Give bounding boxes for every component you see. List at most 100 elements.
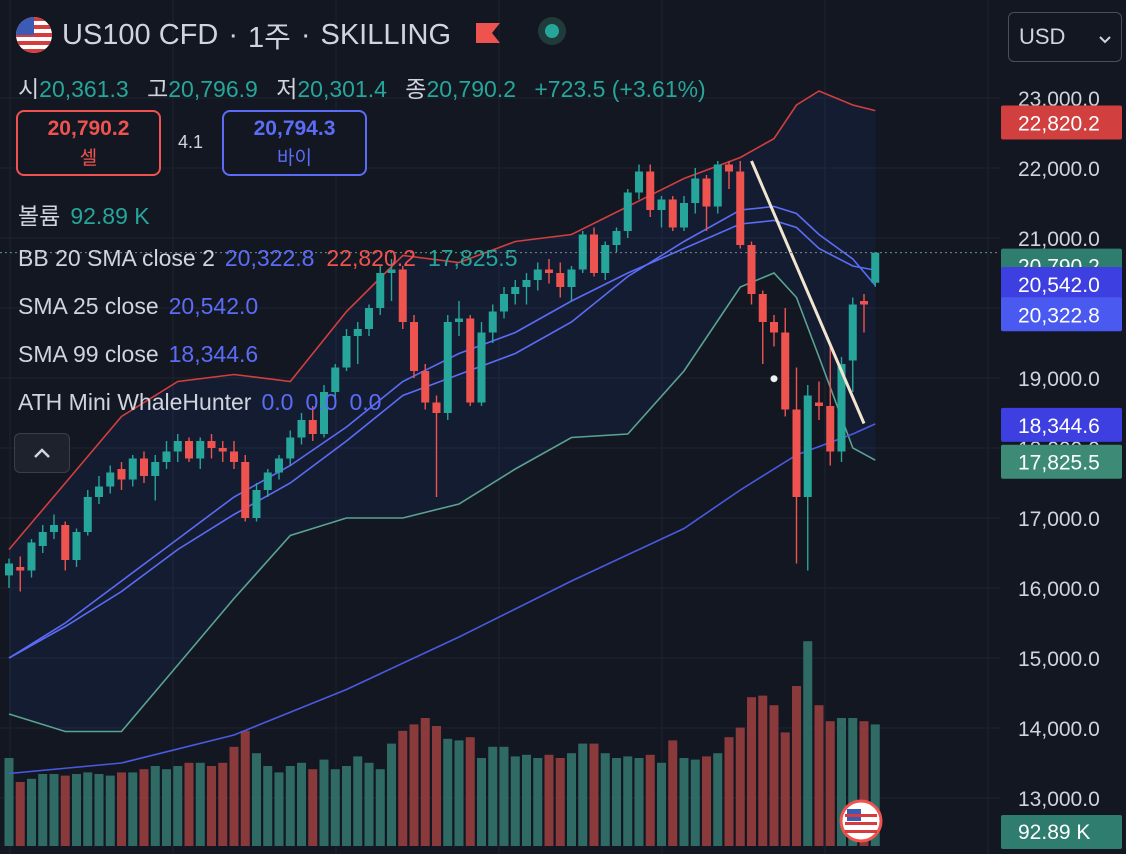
ath-legend[interactable]: ATH Mini WhaleHunter 0.0 0.0 0.0 bbox=[18, 389, 381, 416]
ath-value-3: 0.0 bbox=[349, 389, 382, 415]
currency-select[interactable]: USD bbox=[1008, 12, 1122, 62]
candle-body bbox=[860, 301, 868, 305]
volume-bar bbox=[589, 743, 599, 846]
bb-basis-value: 20,322.8 bbox=[224, 245, 315, 271]
candle-body bbox=[387, 269, 396, 273]
y-tick-label: 17,000.0 bbox=[1018, 508, 1100, 531]
open-label: 시 bbox=[18, 76, 40, 102]
signal-marker bbox=[770, 375, 778, 383]
close-value: 20,790.2 bbox=[426, 76, 516, 102]
collapse-legend-button[interactable] bbox=[14, 433, 70, 473]
volume-bar bbox=[499, 746, 509, 846]
volume-bar bbox=[544, 754, 554, 846]
volume-bar bbox=[420, 718, 430, 846]
volume-bar bbox=[454, 740, 464, 846]
sell-price: 20,790.2 bbox=[47, 116, 130, 140]
volume-bar bbox=[758, 695, 768, 846]
volume-bar bbox=[488, 746, 498, 846]
volume-bar bbox=[409, 724, 419, 846]
volume-bar bbox=[117, 772, 126, 846]
buy-price: 20,794.3 bbox=[253, 116, 336, 140]
candle-body bbox=[713, 164, 722, 207]
candle-body bbox=[680, 203, 688, 228]
volume-bar bbox=[780, 732, 790, 846]
y-tick-label: 21,000.0 bbox=[1018, 228, 1100, 251]
header-separator: · bbox=[228, 18, 238, 51]
volume-bar bbox=[353, 756, 363, 846]
volume-bar bbox=[38, 774, 48, 846]
bb-lower-line bbox=[8, 272, 876, 733]
volume-bar bbox=[27, 778, 36, 846]
volume-bar bbox=[859, 721, 869, 846]
volume-bar bbox=[477, 758, 486, 846]
volume-bar bbox=[713, 753, 723, 846]
candle-body bbox=[252, 490, 261, 518]
spread-value: 4.1 bbox=[178, 132, 204, 152]
volume-bar bbox=[128, 772, 138, 846]
ath-name: ATH Mini WhaleHunter bbox=[18, 389, 252, 415]
candle-body bbox=[826, 406, 835, 452]
candle-body bbox=[27, 542, 36, 571]
volume-bar bbox=[432, 726, 441, 846]
volume-legend[interactable]: 볼륨 92.89 K bbox=[18, 197, 150, 231]
volume-price-label-bg bbox=[1001, 815, 1122, 849]
bb-legend[interactable]: BB 20 SMA close 2 20,322.8 22,820.2 17,825.… bbox=[18, 245, 517, 272]
candle-body bbox=[657, 199, 666, 210]
bb-lower-price-label: 17,825.5 bbox=[1018, 452, 1100, 475]
candle-body bbox=[61, 525, 70, 560]
sell-button[interactable]: 20,790.2 셀 bbox=[16, 110, 161, 176]
bb-upper-price-label-bg bbox=[1001, 105, 1122, 140]
candle-body bbox=[320, 392, 328, 434]
candle-body bbox=[353, 329, 362, 336]
candle-body bbox=[522, 280, 531, 287]
change-value: +723.5 (+3.61%) bbox=[534, 76, 706, 102]
bb-lower-value: 17,825.5 bbox=[427, 245, 518, 271]
candle-body bbox=[590, 234, 598, 273]
candle-body bbox=[567, 269, 576, 287]
candle-body bbox=[770, 322, 778, 333]
bb-upper-line bbox=[8, 90, 876, 551]
volume-bar bbox=[218, 762, 228, 846]
candle-body bbox=[747, 245, 756, 294]
volume-bar bbox=[49, 774, 59, 846]
low-label: 저 bbox=[276, 76, 298, 102]
candle-body bbox=[376, 273, 385, 308]
buy-button[interactable]: 20,794.3 바이 bbox=[222, 110, 367, 176]
bb-basis-line bbox=[8, 205, 876, 659]
volume-bar bbox=[94, 774, 104, 846]
volume-bar bbox=[578, 743, 588, 846]
volume-bar bbox=[567, 753, 576, 846]
candle-body bbox=[5, 563, 13, 576]
volume-bar bbox=[308, 769, 318, 846]
volume-bar bbox=[870, 724, 880, 846]
volume-bar bbox=[443, 738, 453, 846]
y-tick-label: 13,000.0 bbox=[1018, 788, 1100, 811]
candle-body bbox=[185, 441, 193, 459]
interval-label[interactable]: 1주 bbox=[248, 22, 291, 54]
candle-body bbox=[162, 451, 171, 462]
volume-bar bbox=[848, 718, 858, 846]
sma99-name: SMA 99 close bbox=[18, 341, 159, 367]
y-tick-label: 22,000.0 bbox=[1018, 158, 1100, 181]
sma99-line bbox=[8, 423, 876, 775]
candle-body bbox=[398, 269, 407, 322]
volume-bar bbox=[4, 758, 14, 846]
sma25-legend[interactable]: SMA 25 close 20,542.0 bbox=[18, 293, 258, 320]
sma99-legend[interactable]: SMA 99 close 18,344.6 bbox=[18, 341, 258, 368]
volume-bar bbox=[72, 774, 81, 846]
candle-body bbox=[297, 420, 306, 438]
volume-bar bbox=[375, 769, 385, 846]
open-value: 20,361.3 bbox=[39, 76, 129, 102]
volume-value: 92.89 K bbox=[70, 203, 150, 229]
sell-label: 셀 bbox=[79, 147, 98, 169]
economic-event-icon[interactable] bbox=[839, 799, 883, 843]
sma25-price-label-bg bbox=[1001, 267, 1122, 302]
candle-body bbox=[455, 318, 463, 322]
volume-name: 볼륨 bbox=[18, 203, 61, 229]
bb-name: BB 20 SMA close 2 bbox=[18, 245, 215, 271]
candle-body bbox=[421, 371, 430, 403]
symbol-name[interactable]: US100 CFD bbox=[62, 18, 219, 51]
candle-body bbox=[207, 441, 216, 448]
